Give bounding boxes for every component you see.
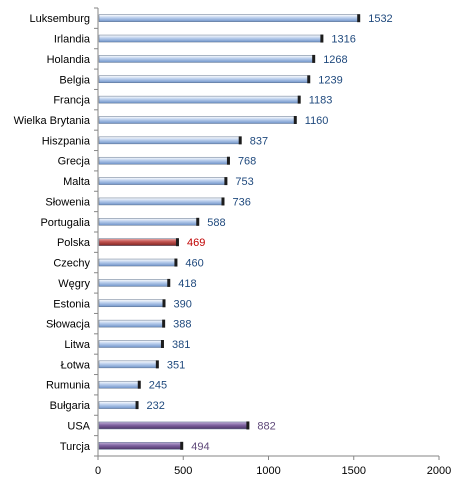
category-label: Rumunia bbox=[46, 380, 91, 392]
bar bbox=[98, 319, 165, 328]
bar bbox=[98, 136, 241, 145]
x-tick-label: 2000 bbox=[427, 465, 451, 477]
category-label: Hiszpania bbox=[42, 135, 91, 147]
category-label: Grecja bbox=[58, 156, 91, 168]
bar bbox=[98, 14, 360, 22]
bar bbox=[98, 177, 227, 185]
bar bbox=[98, 401, 138, 409]
bar-end-cap bbox=[162, 299, 166, 308]
category-label: Słowacja bbox=[46, 319, 91, 331]
category-label: USA bbox=[67, 420, 90, 432]
value-label: 1239 bbox=[318, 74, 342, 86]
bar-end-cap bbox=[160, 340, 164, 348]
value-label: 418 bbox=[178, 278, 196, 290]
value-label: 460 bbox=[185, 258, 203, 270]
bar-end-cap bbox=[180, 441, 184, 450]
category-label: Słowenia bbox=[45, 196, 91, 208]
bar-end-cap bbox=[293, 116, 297, 124]
category-label: Łotwa bbox=[61, 359, 91, 371]
bar-end-cap bbox=[155, 360, 159, 369]
bar bbox=[98, 116, 297, 124]
bar bbox=[98, 55, 315, 63]
bar bbox=[98, 340, 164, 348]
bar bbox=[98, 238, 179, 246]
category-label: Turcja bbox=[60, 441, 91, 453]
bar bbox=[98, 380, 141, 389]
category-label: Malta bbox=[63, 176, 91, 188]
bar-end-cap bbox=[312, 54, 316, 63]
x-tick-label: 0 bbox=[95, 465, 101, 477]
category-label: Holandia bbox=[47, 54, 91, 66]
value-label: 1268 bbox=[323, 54, 347, 66]
category-label: Francja bbox=[53, 95, 91, 107]
bar-end-cap bbox=[196, 217, 200, 226]
value-label: 753 bbox=[235, 176, 253, 188]
x-tick-label: 500 bbox=[174, 465, 192, 477]
category-label: Luksemburg bbox=[29, 13, 90, 25]
bar-end-cap bbox=[307, 75, 311, 84]
value-label: 232 bbox=[147, 400, 165, 412]
category-label: Bułgaria bbox=[50, 400, 91, 412]
bar bbox=[98, 299, 165, 308]
bar bbox=[98, 442, 183, 450]
bar bbox=[98, 156, 230, 165]
value-label: 1183 bbox=[309, 95, 333, 107]
bar bbox=[98, 218, 199, 226]
x-tick-label: 1500 bbox=[342, 465, 366, 477]
value-label: 768 bbox=[238, 156, 256, 168]
value-label: 351 bbox=[167, 359, 185, 371]
bar-end-cap bbox=[238, 136, 242, 145]
bar bbox=[98, 421, 249, 430]
bar bbox=[98, 279, 170, 287]
category-label: Portugalia bbox=[40, 217, 90, 229]
bar bbox=[98, 34, 323, 43]
value-label: 837 bbox=[250, 135, 268, 147]
bar-end-cap bbox=[226, 156, 230, 165]
value-label: 736 bbox=[232, 196, 250, 208]
category-label: Belgia bbox=[59, 74, 90, 86]
bar-end-cap bbox=[167, 278, 171, 287]
bar-end-cap bbox=[357, 14, 361, 23]
value-label: 1532 bbox=[368, 13, 392, 25]
bar bbox=[98, 75, 310, 84]
value-label: 390 bbox=[173, 298, 191, 310]
bar-end-cap bbox=[175, 238, 179, 247]
value-label: 882 bbox=[257, 420, 275, 432]
bar bbox=[98, 95, 300, 104]
value-label: 494 bbox=[191, 441, 209, 453]
bar-end-cap bbox=[137, 380, 141, 389]
bar bbox=[98, 360, 159, 369]
category-label: Estonia bbox=[53, 298, 91, 310]
category-label: Węgry bbox=[58, 278, 90, 290]
bar-end-cap bbox=[162, 319, 166, 328]
category-label: Irlandia bbox=[54, 34, 91, 46]
value-label: 245 bbox=[149, 380, 167, 392]
value-label: 388 bbox=[173, 319, 191, 331]
bar-end-cap bbox=[174, 258, 178, 267]
bar-end-cap bbox=[320, 34, 324, 43]
bar-end-cap bbox=[221, 197, 225, 206]
category-label: Czechy bbox=[53, 258, 90, 270]
bar-end-cap bbox=[246, 421, 250, 430]
value-label: 469 bbox=[187, 237, 205, 249]
x-tick-label: 1000 bbox=[256, 465, 280, 477]
value-label: 1316 bbox=[331, 34, 355, 46]
bar bbox=[98, 197, 224, 206]
bar-end-cap bbox=[297, 95, 301, 104]
bar bbox=[98, 258, 177, 267]
bar-end-cap bbox=[135, 401, 139, 410]
value-label: 1160 bbox=[305, 115, 329, 127]
value-label: 381 bbox=[172, 339, 190, 351]
category-label: Polska bbox=[57, 237, 91, 249]
bar-end-cap bbox=[224, 177, 228, 186]
category-label: Litwa bbox=[64, 339, 91, 351]
category-label: Wielka Brytania bbox=[14, 115, 91, 127]
value-label: 588 bbox=[207, 217, 225, 229]
